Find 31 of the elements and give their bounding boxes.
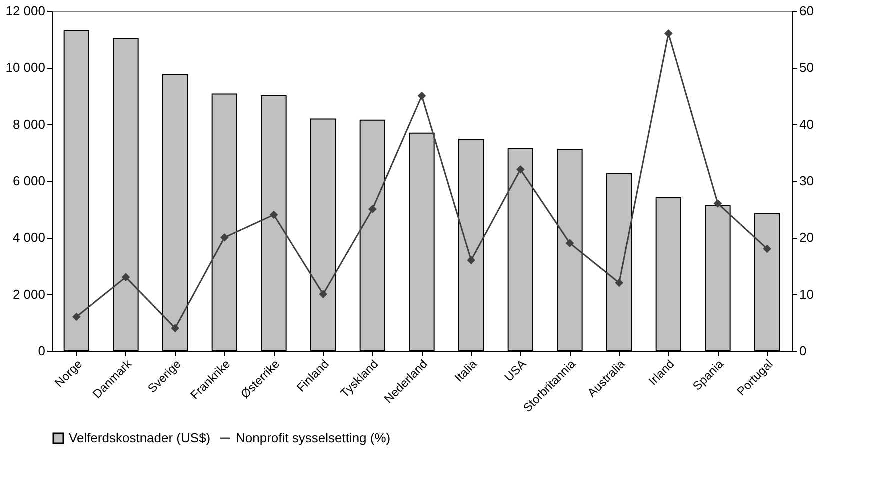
point [319,290,328,299]
point [763,244,772,254]
point [664,29,673,38]
y2-tick-label: 10 [800,286,814,302]
legend-label: Nonprofit sysselsetting (%) [236,430,391,446]
point [72,312,81,322]
y2-tick-label: 50 [800,60,814,76]
legend-label: Velferdskostnader (US$) [69,430,211,446]
point [270,210,278,220]
y-tick-label: 6 000 [12,174,46,188]
y2-tick-label: 0 [800,344,807,358]
point [220,233,229,242]
point [467,256,476,265]
point [615,278,624,288]
point [418,92,426,100]
y-tick-label: 4 000 [12,230,46,246]
point [566,239,574,248]
y-tick-label: 2 000 [12,286,46,302]
point [171,324,180,333]
point [516,165,525,174]
y2-tick-label: 60 [800,4,814,18]
y2-tick-label: 40 [800,116,814,132]
y2-tick-label: 20 [800,230,814,246]
y-tick-label: 0 [38,344,46,358]
y-tick-label: 12 000 [6,4,46,18]
point [122,273,130,282]
point [714,199,722,208]
point [368,205,377,214]
y-tick-label: 10 000 [6,60,46,76]
y-tick-label: 8 000 [12,116,46,132]
y2-tick-label: 30 [800,174,814,188]
